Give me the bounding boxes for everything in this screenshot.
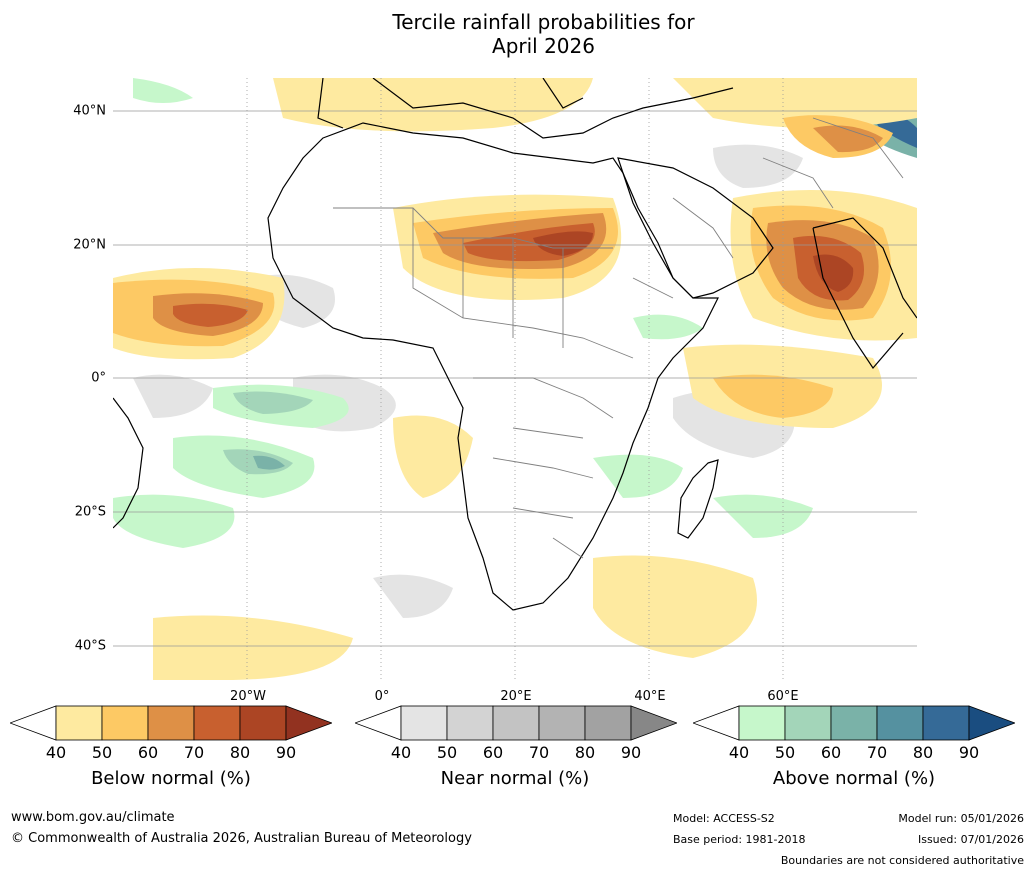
europe-coastline (317, 78, 734, 139)
colorbar-near-normal (355, 705, 677, 741)
rainfall-map (113, 78, 917, 680)
africa-coastline (267, 122, 719, 611)
gridlines (113, 78, 917, 680)
below-tick-label: 50 (91, 743, 113, 762)
lat-label-20n: 20°N (73, 237, 106, 253)
below-tick-label: 70 (183, 743, 205, 762)
above-bin-1 (738, 705, 786, 741)
lon-label-20e: 20°E (500, 689, 532, 704)
lat-label-40n: 40°N (73, 103, 106, 119)
map-title: Tercile rainfall probabilities for April… (0, 10, 1035, 58)
above-tick-label: 40 (728, 743, 750, 762)
below-bin-5 (239, 705, 287, 741)
above-tick-label: 70 (866, 743, 888, 762)
near-tick-label: 80 (574, 743, 596, 762)
below-extend-min (10, 705, 57, 741)
footer-base-period: Base period: 1981-2018 (673, 833, 806, 846)
above-tick-label: 90 (958, 743, 980, 762)
above-bin-4 (876, 705, 924, 741)
probability-shading (113, 78, 917, 680)
above-bin-2 (784, 705, 832, 741)
near-extend-max (630, 705, 677, 741)
below-extend-max (285, 705, 332, 741)
lat-label-0: 0° (91, 370, 106, 386)
footer-model-run: Model run: 05/01/2026 (898, 812, 1024, 825)
coastlines (113, 78, 917, 611)
arabia-coastline (617, 157, 774, 299)
india-coastline (812, 217, 917, 369)
near-tick-label: 70 (528, 743, 550, 762)
below-bin-3 (147, 705, 195, 741)
below-bin-4 (193, 705, 241, 741)
above-tick-label: 80 (912, 743, 934, 762)
title-line-1: Tercile rainfall probabilities for (392, 10, 695, 34)
above-extend-max (968, 705, 1015, 741)
country-borders (333, 117, 904, 559)
below-bin-1 (55, 705, 103, 741)
near-bin-2 (446, 705, 494, 741)
below-tick-label: 60 (137, 743, 159, 762)
footer-model: Model: ACCESS-S2 (673, 812, 775, 825)
near-bin-3 (492, 705, 540, 741)
footer-url: www.bom.gov.au/climate (11, 810, 175, 825)
near-bin-4 (538, 705, 586, 741)
lon-label-0: 0° (374, 689, 390, 704)
near-bin-1 (400, 705, 448, 741)
near-extend-min (355, 705, 402, 741)
footer-disclaimer: Boundaries are not considered authoritat… (780, 854, 1024, 867)
above-tick-label: 60 (820, 743, 842, 762)
above-bin-3 (830, 705, 878, 741)
near-bin-5 (584, 705, 632, 741)
above-bin-5 (922, 705, 970, 741)
near-tick-label: 50 (436, 743, 458, 762)
below-tick-label: 40 (45, 743, 67, 762)
colorbar-label-below: Below normal (%) (91, 768, 251, 789)
above-tick-label: 50 (774, 743, 796, 762)
near-tick-label: 40 (390, 743, 412, 762)
lat-label-40s: 40°S (74, 638, 106, 654)
title-line-2: April 2026 (492, 34, 595, 58)
near-tick-label: 90 (620, 743, 642, 762)
lon-label-20w: 20°W (230, 689, 266, 704)
colorbar-label-above: Above normal (%) (772, 768, 936, 789)
lat-label-20s: 20°S (74, 504, 106, 520)
below-tick-label: 90 (275, 743, 297, 762)
below-bin-2 (101, 705, 149, 741)
madagascar-coastline (677, 459, 719, 539)
footer-issued: Issued: 07/01/2026 (917, 833, 1024, 846)
near-tick-label: 60 (482, 743, 504, 762)
south-america-coastline (113, 397, 144, 529)
colorbar-label-near: Near normal (%) (440, 768, 590, 789)
footer-copyright: © Commonwealth of Australia 2026, Austra… (11, 831, 472, 846)
above-extend-min (693, 705, 740, 741)
colorbar-below-normal (10, 705, 332, 741)
below-tick-label: 80 (229, 743, 251, 762)
lon-label-40e: 40°E (634, 689, 666, 704)
colorbar-above-normal (693, 705, 1015, 741)
lon-label-60e: 60°E (767, 689, 799, 704)
